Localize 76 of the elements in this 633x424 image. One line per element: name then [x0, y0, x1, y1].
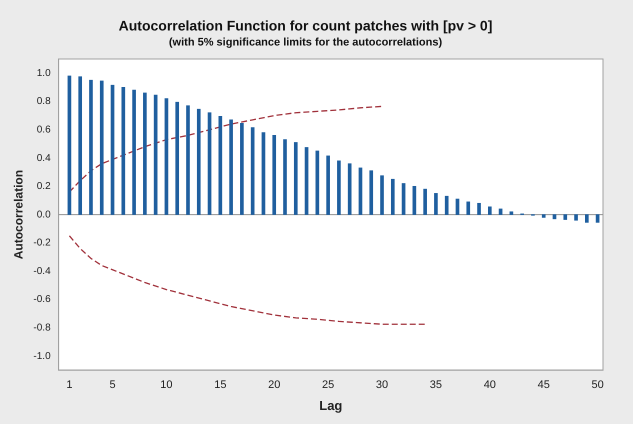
bar	[585, 214, 589, 223]
line-series	[68, 235, 426, 325]
x-tick-label: 15	[214, 378, 226, 391]
bar	[218, 116, 222, 215]
bar	[390, 178, 395, 215]
bar	[89, 80, 93, 215]
bar	[304, 147, 308, 215]
bar	[369, 170, 374, 215]
bar	[68, 76, 72, 215]
bar	[186, 105, 190, 215]
y-tick-label: -0.8	[33, 322, 52, 334]
bar	[316, 150, 320, 215]
bar	[348, 163, 352, 215]
bar	[434, 193, 438, 215]
bar	[229, 119, 233, 215]
bar	[542, 214, 546, 218]
x-tick-label: 35	[430, 378, 442, 391]
x-tick-label: 10	[160, 378, 173, 391]
bar	[488, 206, 492, 215]
bar	[294, 142, 298, 215]
bar	[358, 168, 362, 215]
bar	[143, 92, 147, 215]
y-tick-label: 0.8	[36, 96, 52, 108]
bar	[574, 214, 578, 221]
bar	[466, 202, 470, 215]
x-tick-label: 45	[538, 378, 550, 391]
bar	[380, 175, 384, 215]
chart-title: Autocorrelation Function for count patches with [pv > 0]	[118, 17, 492, 34]
y-tick-label: 0.6	[36, 124, 52, 136]
bar	[208, 112, 212, 215]
x-tick-label: 25	[322, 378, 334, 391]
y-tick-label: -1.0	[33, 350, 52, 362]
bar	[283, 139, 287, 215]
y-tick-label: -0.2	[33, 238, 52, 249]
bar	[477, 202, 481, 215]
bar	[326, 156, 330, 215]
bar	[110, 84, 114, 215]
bar	[154, 94, 158, 215]
bar	[552, 214, 556, 220]
bar	[444, 196, 449, 215]
bar	[337, 160, 341, 215]
bar	[596, 214, 600, 223]
x-tick-label: 20	[268, 378, 280, 391]
bar	[262, 132, 266, 215]
bar	[423, 188, 427, 215]
bar	[456, 198, 460, 215]
y-tick-label: 0.0	[36, 209, 52, 220]
x-tick-label: 40	[484, 378, 496, 391]
bar	[272, 135, 276, 215]
x-tick-label: 5	[109, 378, 116, 391]
y-tick-label: 1.0	[36, 68, 52, 79]
x-tick-label: 30	[376, 378, 388, 391]
x-tick-label: 1	[66, 378, 72, 391]
bar	[78, 76, 82, 215]
bar	[510, 211, 514, 215]
bar	[196, 108, 201, 215]
y-axis-title: Autocorrelation	[12, 170, 26, 260]
bar	[175, 102, 180, 215]
bar	[498, 208, 502, 215]
x-tick-label: 50	[591, 378, 604, 391]
bar	[563, 214, 568, 220]
bar	[240, 123, 244, 215]
chart-subtitle: (with 5% significance limits for the autocorrelations)	[168, 36, 442, 48]
y-tick-label: -0.6	[33, 294, 52, 306]
bar	[164, 98, 168, 215]
line-series	[68, 106, 383, 193]
x-axis-title: Lag	[319, 398, 342, 413]
bar	[250, 127, 254, 215]
bar	[132, 90, 136, 215]
bar	[100, 80, 104, 215]
bar	[412, 186, 416, 215]
y-tick-label: 0.2	[36, 181, 52, 192]
y-tick-label: -0.4	[33, 266, 52, 277]
bar	[121, 86, 126, 215]
bar	[402, 183, 406, 215]
y-tick-label: 0.4	[36, 152, 52, 164]
